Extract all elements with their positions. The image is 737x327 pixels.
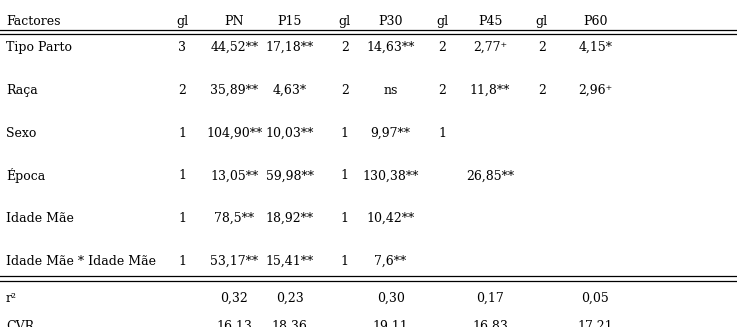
- Text: Tipo Parto: Tipo Parto: [6, 41, 72, 54]
- Text: Factores: Factores: [6, 15, 60, 28]
- Text: 2: 2: [439, 84, 446, 97]
- Text: Idade Mãe: Idade Mãe: [6, 212, 74, 225]
- Text: 0,17: 0,17: [476, 292, 504, 305]
- Text: 14,63**: 14,63**: [366, 41, 415, 54]
- Text: P30: P30: [378, 15, 403, 28]
- Text: 0,32: 0,32: [220, 292, 248, 305]
- Text: 18,36: 18,36: [272, 320, 307, 327]
- Text: 15,41**: 15,41**: [265, 255, 314, 268]
- Text: PN: PN: [225, 15, 244, 28]
- Text: 9,97**: 9,97**: [371, 127, 411, 140]
- Text: 0,23: 0,23: [276, 292, 304, 305]
- Text: 0,05: 0,05: [581, 292, 609, 305]
- Text: 1: 1: [178, 212, 186, 225]
- Text: 17,18**: 17,18**: [265, 41, 314, 54]
- Text: 53,17**: 53,17**: [210, 255, 259, 268]
- Text: 2,96⁺: 2,96⁺: [579, 84, 612, 97]
- Text: 35,89**: 35,89**: [210, 84, 259, 97]
- Text: 1: 1: [178, 255, 186, 268]
- Text: ns: ns: [383, 84, 398, 97]
- Text: 2,77⁺: 2,77⁺: [473, 41, 507, 54]
- Text: 11,8**: 11,8**: [470, 84, 510, 97]
- Text: gl: gl: [339, 15, 351, 28]
- Text: 130,38**: 130,38**: [363, 169, 419, 182]
- Text: 78,5**: 78,5**: [214, 212, 254, 225]
- Text: 1: 1: [341, 212, 349, 225]
- Text: 2: 2: [538, 84, 545, 97]
- Text: Época: Época: [6, 168, 45, 183]
- Text: 16,13: 16,13: [217, 320, 252, 327]
- Text: P45: P45: [478, 15, 503, 28]
- Text: 10,03**: 10,03**: [265, 127, 314, 140]
- Text: 19,11: 19,11: [373, 320, 408, 327]
- Text: 16,83: 16,83: [472, 320, 508, 327]
- Text: 59,98**: 59,98**: [265, 169, 314, 182]
- Text: 13,05**: 13,05**: [210, 169, 259, 182]
- Text: P60: P60: [583, 15, 608, 28]
- Text: 18,92**: 18,92**: [265, 212, 314, 225]
- Text: 26,85**: 26,85**: [466, 169, 514, 182]
- Text: 1: 1: [341, 169, 349, 182]
- Text: 3: 3: [178, 41, 186, 54]
- Text: 0,30: 0,30: [377, 292, 405, 305]
- Text: Idade Mãe * Idade Mãe: Idade Mãe * Idade Mãe: [6, 255, 156, 268]
- Text: 1: 1: [178, 169, 186, 182]
- Text: CVR: CVR: [6, 320, 34, 327]
- Text: 17,21: 17,21: [578, 320, 613, 327]
- Text: 2: 2: [439, 41, 446, 54]
- Text: r²: r²: [6, 292, 17, 305]
- Text: 2: 2: [538, 41, 545, 54]
- Text: 1: 1: [439, 127, 446, 140]
- Text: 44,52**: 44,52**: [210, 41, 259, 54]
- Text: 2: 2: [341, 84, 349, 97]
- Text: 7,6**: 7,6**: [374, 255, 407, 268]
- Text: P15: P15: [277, 15, 302, 28]
- Text: 1: 1: [341, 127, 349, 140]
- Text: gl: gl: [436, 15, 448, 28]
- Text: 4,63*: 4,63*: [273, 84, 307, 97]
- Text: 1: 1: [178, 127, 186, 140]
- Text: Sexo: Sexo: [6, 127, 36, 140]
- Text: gl: gl: [176, 15, 188, 28]
- Text: gl: gl: [536, 15, 548, 28]
- Text: 10,42**: 10,42**: [366, 212, 415, 225]
- Text: 4,15*: 4,15*: [579, 41, 612, 54]
- Text: 2: 2: [178, 84, 186, 97]
- Text: 104,90**: 104,90**: [206, 127, 262, 140]
- Text: 1: 1: [341, 255, 349, 268]
- Text: Raça: Raça: [6, 84, 38, 97]
- Text: 2: 2: [341, 41, 349, 54]
